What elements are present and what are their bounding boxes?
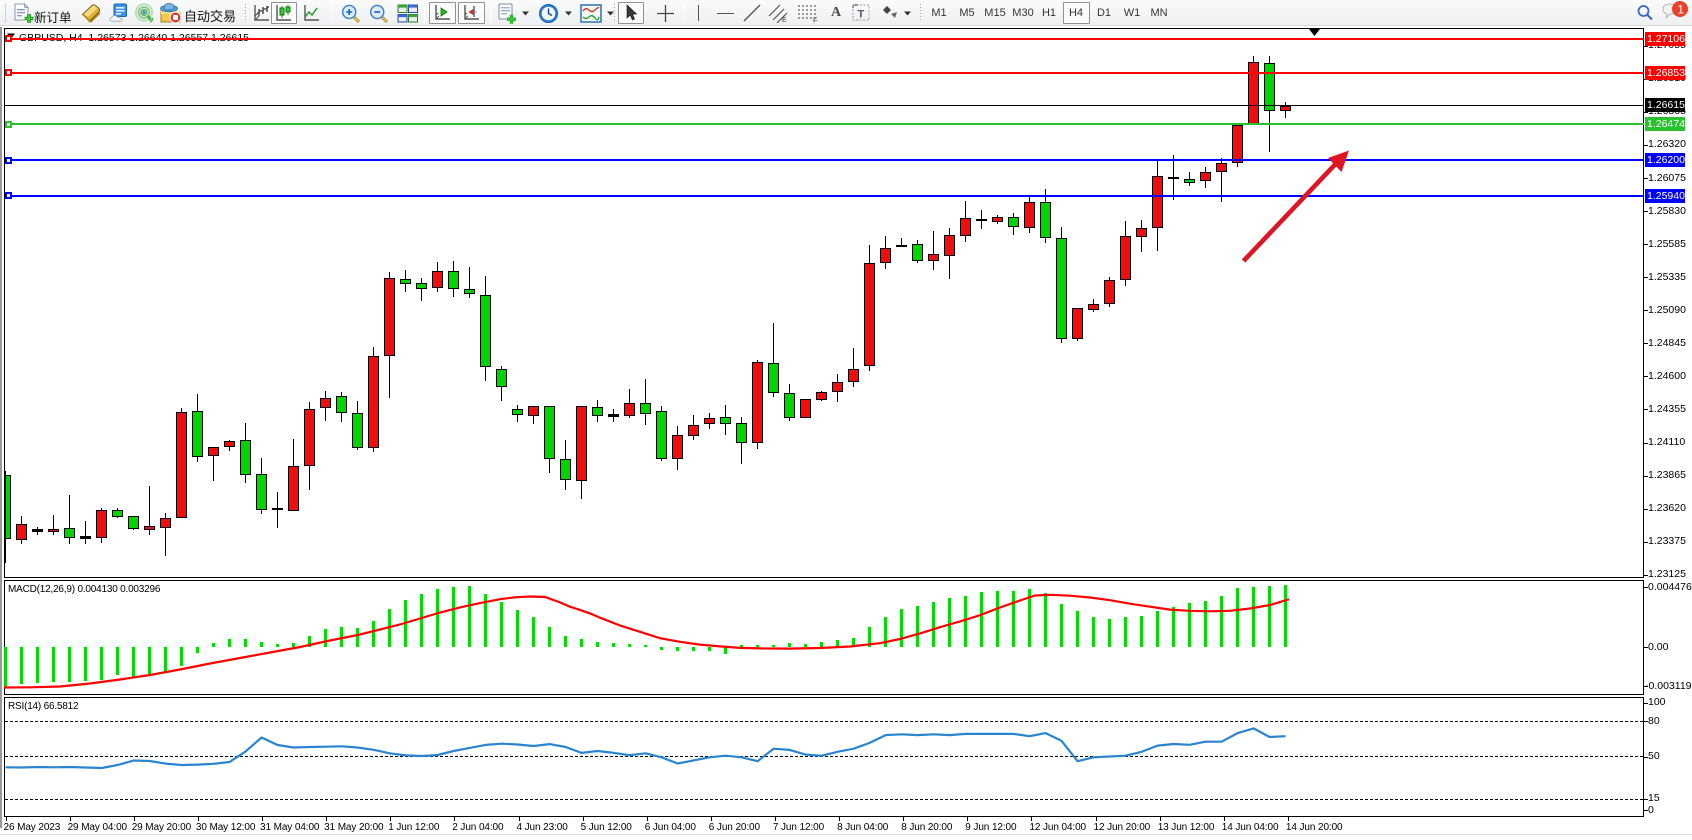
svg-text:F: F [813,18,817,24]
svg-text:1: 1 [1677,2,1684,16]
svg-text:T: T [858,9,865,21]
svg-text:E: E [782,17,787,23]
